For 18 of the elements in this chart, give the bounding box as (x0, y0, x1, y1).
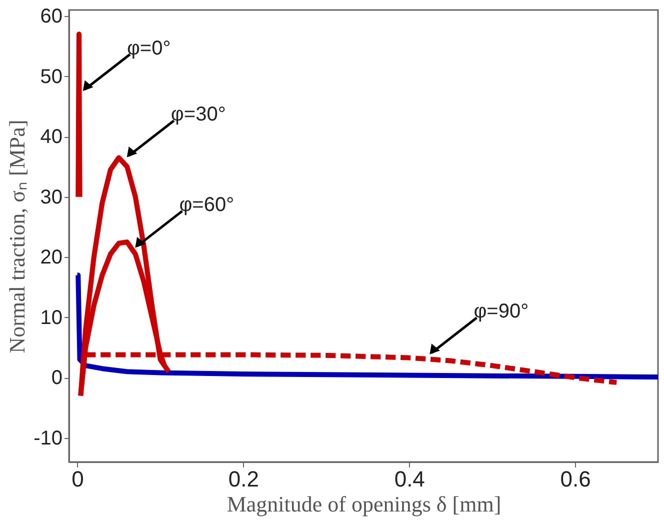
x-tick-label: 0.2 (228, 466, 260, 492)
y-tick-label: 40 (40, 126, 62, 148)
y-tick-label: 30 (40, 186, 62, 208)
annotation: φ=90° (474, 300, 529, 323)
y-tick-label: -10 (34, 427, 62, 450)
x-tick-label: 0.6 (560, 466, 591, 492)
y-tick-label: 60 (40, 6, 62, 28)
y-tick-label: 10 (40, 306, 62, 329)
x-axis-title: Magnitude of openings δ [mm] (226, 492, 502, 516)
x-tick-label: 0.4 (394, 466, 425, 492)
annotation: φ=60° (179, 194, 234, 216)
y-tick-label: 50 (40, 66, 62, 88)
annotation: φ=0° (126, 37, 171, 60)
y-tick-label: 0 (51, 367, 62, 390)
y-tick-label: 20 (40, 246, 62, 269)
y-axis-title: Normal traction, σₙ [MPa] (4, 120, 30, 354)
x-tick-label: 0 (72, 466, 84, 492)
annotation: φ=30° (170, 104, 226, 126)
